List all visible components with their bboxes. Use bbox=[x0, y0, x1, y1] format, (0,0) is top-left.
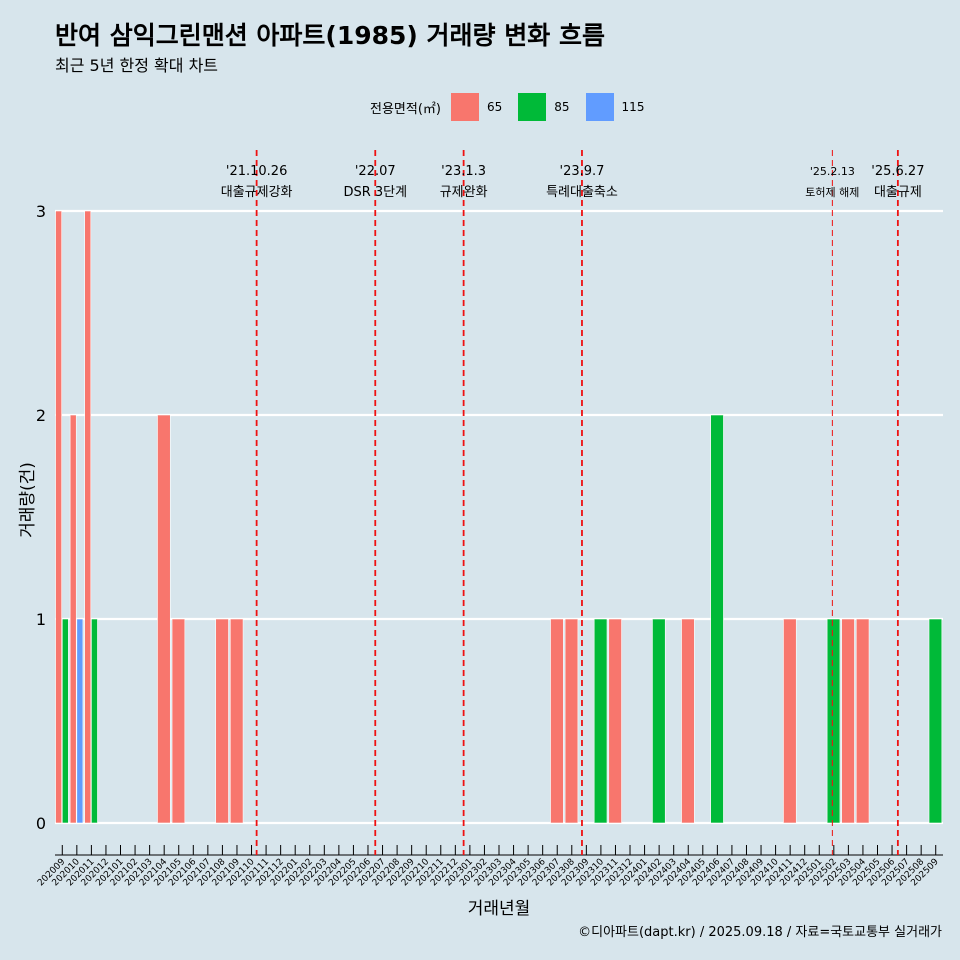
bar-202311-65 bbox=[608, 618, 622, 824]
bar-202009-65 bbox=[55, 210, 62, 824]
source-caption: ©디아파트(dapt.kr) / 2025.09.18 / 자료=국토교통부 실… bbox=[578, 925, 942, 940]
bar-202105-65 bbox=[171, 618, 186, 824]
legend-label-115: 115 bbox=[621, 100, 645, 114]
bar-202411-65 bbox=[783, 618, 797, 824]
legend-label-65: 65 bbox=[486, 100, 503, 114]
event-name-label: 특례대출축소 bbox=[546, 185, 618, 200]
y-tick-label: 1 bbox=[36, 610, 46, 629]
bar-202404-65 bbox=[681, 618, 695, 824]
bar-202011-65 bbox=[84, 210, 92, 824]
bar-202011-85 bbox=[91, 618, 98, 824]
event-name-label: 대출규제 bbox=[874, 185, 922, 200]
event-date-label: '25.6.27 bbox=[871, 164, 924, 179]
event-date-label: '23.1.3 bbox=[441, 164, 486, 179]
bar-202010-115 bbox=[76, 618, 84, 824]
event-name-label: 토허제 해제 bbox=[805, 185, 859, 199]
event-date-label: '21.10.26 bbox=[226, 164, 287, 179]
event-name-label: 대출규제강화 bbox=[221, 185, 293, 200]
y-tick-label: 0 bbox=[36, 814, 46, 833]
event-date-label: '23.9.7 bbox=[560, 164, 605, 179]
event-date-label: '25.2.13 bbox=[810, 165, 855, 178]
x-axis-title: 거래년월 bbox=[468, 899, 531, 919]
legend-item-65: 65 bbox=[450, 93, 503, 121]
bar-202406-85 bbox=[710, 414, 724, 824]
bar-202504-65 bbox=[855, 618, 870, 824]
y-tick-label: 2 bbox=[36, 406, 46, 425]
legend-key-85 bbox=[518, 93, 547, 121]
legend: 전용면적(㎡) 65 85 115 bbox=[370, 93, 660, 121]
bar-202109-65 bbox=[229, 618, 244, 824]
bar-202509-85 bbox=[928, 618, 943, 824]
legend-item-85: 85 bbox=[518, 93, 570, 121]
bar-202009-85 bbox=[61, 618, 69, 824]
legend-label-85: 85 bbox=[554, 100, 570, 114]
bar-202503-65 bbox=[841, 618, 855, 824]
bar-202308-65 bbox=[564, 618, 579, 824]
bar-202108-65 bbox=[215, 618, 229, 824]
bar-202104-65 bbox=[157, 414, 171, 824]
event-name-label: 규제완화 bbox=[440, 185, 488, 200]
y-axis-title: 거래량(건) bbox=[18, 462, 38, 538]
chart-title: 반여 삼익그린맨션 아파트(1985) 거래량 변화 흐름 bbox=[55, 21, 605, 50]
chart-subtitle: 최근 5년 한정 확대 차트 bbox=[55, 56, 219, 75]
bar-202310-85 bbox=[593, 618, 608, 824]
bar-202307-65 bbox=[550, 618, 564, 824]
y-tick-label: 3 bbox=[36, 202, 46, 221]
bar-202010-65 bbox=[69, 414, 77, 824]
bar-202402-85 bbox=[652, 618, 666, 824]
legend-key-115 bbox=[585, 93, 614, 121]
legend-item-115: 115 bbox=[585, 93, 645, 121]
legend-title: 전용면적(㎡) bbox=[370, 101, 441, 117]
legend-key-65 bbox=[450, 93, 479, 121]
bar-202502-85 bbox=[826, 618, 841, 824]
event-date-label: '22.07 bbox=[355, 164, 396, 179]
event-name-label: DSR 3단계 bbox=[343, 185, 407, 200]
